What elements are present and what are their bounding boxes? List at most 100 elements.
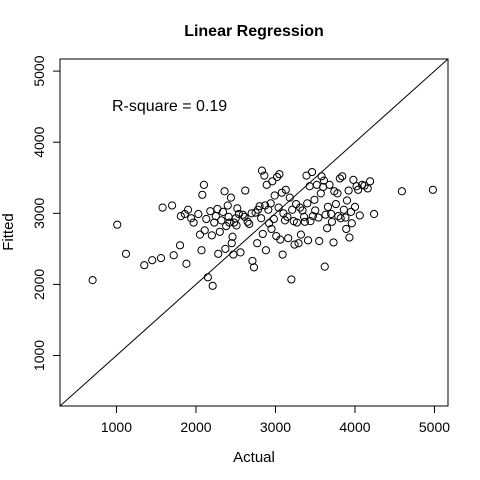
x-axis: 1000 2000 3000 4000 5000 [101,405,450,435]
data-point [268,177,277,186]
data-point [310,195,319,204]
data-point [220,187,229,196]
data-point [287,275,296,284]
data-point [307,167,317,177]
data-point [238,210,247,219]
data-point [317,172,326,181]
data-point [175,241,185,250]
data-point [278,250,287,259]
data-point [306,217,315,226]
data-point [342,224,351,234]
data-point [243,217,252,226]
data-point [148,256,157,265]
data-point [226,193,236,202]
data-point [355,211,364,220]
data-point [232,221,241,230]
data-point [333,189,342,198]
chart-title: Linear Regression [184,23,324,40]
data-point [229,250,238,259]
data-point [292,218,302,227]
data-points [88,166,437,290]
data-point [329,238,338,247]
data-point [253,239,262,248]
data-point [236,248,245,257]
data-point [221,244,230,253]
data-point [195,230,205,239]
data-point [261,246,271,255]
data-point [347,219,356,228]
data-point [187,214,196,223]
data-point [323,202,333,212]
data-point [260,171,269,180]
data-point [274,203,283,212]
data-point [200,226,209,235]
data-point [327,209,336,219]
data-point [283,212,292,221]
data-point [296,203,305,212]
data-point [345,233,354,242]
data-point [303,236,313,245]
data-point [140,261,149,270]
data-point [281,185,290,194]
data-point [335,174,344,183]
data-point [270,191,279,200]
data-point [285,193,294,202]
data-point [217,216,226,225]
data-point [223,201,232,210]
data-point [258,229,267,239]
data-point [275,170,284,179]
data-point [266,199,275,208]
data-point [249,263,259,272]
data-point [189,218,198,227]
data-point [311,206,320,215]
y-axis: 1000 2000 3000 4000 5000 [31,55,60,371]
data-point [314,213,323,222]
data-point [257,214,266,223]
data-point [255,202,264,211]
x-tick-label: 3000 [260,419,291,435]
data-point [363,184,372,193]
data-point [300,217,309,226]
data-point [207,231,216,240]
data-point [365,177,375,186]
data-point [308,212,317,221]
data-point [341,213,350,222]
data-point [206,207,215,216]
x-tick-label: 2000 [180,419,211,435]
y-axis-label: Fitted [0,213,17,251]
data-point [319,176,329,185]
data-point [169,251,178,260]
data-point [198,190,207,199]
y-tick-label: 5000 [31,55,47,86]
data-point [325,180,334,189]
data-point [339,205,348,214]
y-tick-label: 4000 [31,126,47,157]
y-tick-label: 3000 [31,198,47,229]
data-point [121,249,131,258]
data-point [354,185,363,194]
data-point [228,232,237,241]
data-point [296,230,306,239]
data-point [315,236,324,246]
x-axis-label: Actual [233,449,275,466]
data-point [245,219,254,229]
data-point [299,212,309,221]
x-tick-label: 4000 [339,419,370,435]
data-point [113,220,122,229]
data-point [182,259,191,268]
data-point [213,204,222,214]
data-point [350,202,360,212]
data-point [202,214,211,224]
y-tick-label: 2000 [31,269,47,300]
data-point [346,207,356,216]
data-point [214,249,223,258]
reference-line [60,59,448,406]
data-point [88,276,97,285]
data-point [321,210,330,219]
data-point [265,219,274,228]
data-point [203,273,212,282]
data-point [323,224,332,233]
x-tick-label: 5000 [419,419,450,435]
data-point [303,199,312,208]
